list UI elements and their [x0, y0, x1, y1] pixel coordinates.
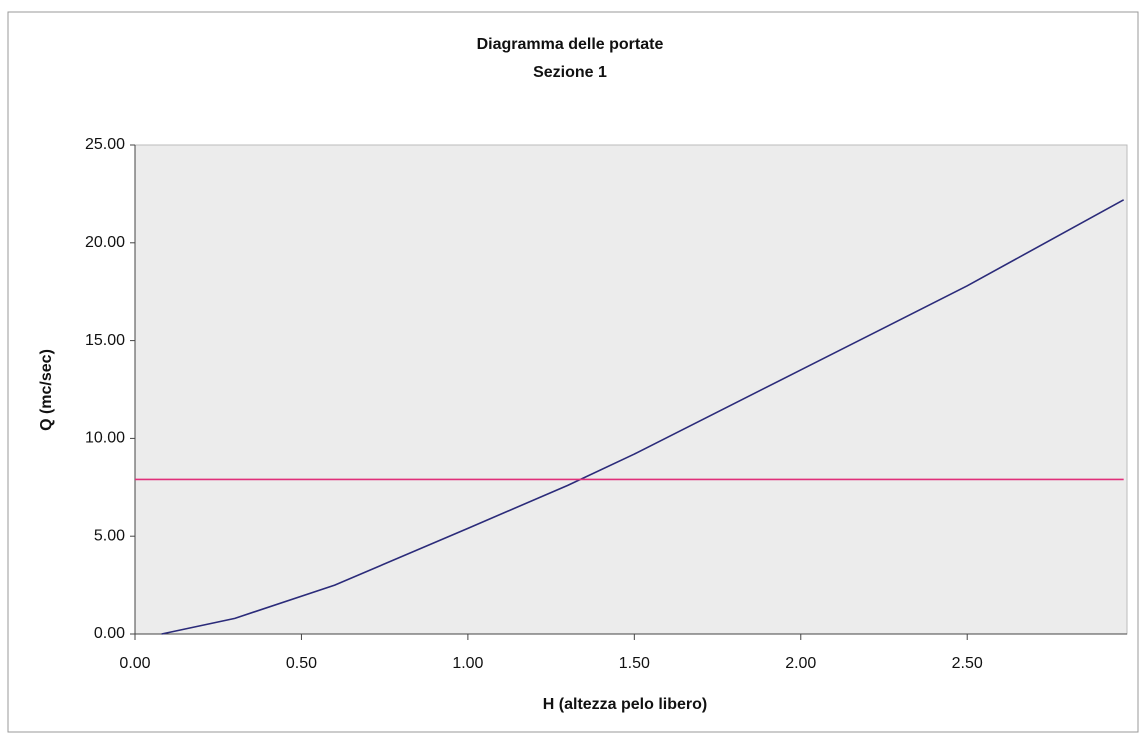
y-axis-title: Q (mc/sec) [38, 349, 55, 431]
x-tick-label: 1.50 [619, 655, 650, 672]
x-axis-title: H (altezza pelo libero) [543, 696, 707, 713]
chart-title: Diagramma delle portate [477, 36, 664, 53]
x-tick-label: 2.50 [952, 655, 983, 672]
y-tick-label: 25.00 [85, 136, 125, 153]
y-tick-label: 15.00 [85, 332, 125, 349]
y-tick-label: 20.00 [85, 234, 125, 251]
x-tick-label: 0.50 [286, 655, 317, 672]
x-tick-label: 1.00 [452, 655, 483, 672]
chart-subtitle: Sezione 1 [533, 64, 607, 81]
y-tick-label: 0.00 [94, 625, 125, 642]
x-tick-label: 2.00 [785, 655, 816, 672]
x-tick-label: 0.00 [119, 655, 150, 672]
y-tick-label: 10.00 [85, 430, 125, 447]
y-tick-label: 5.00 [94, 527, 125, 544]
series-line [161, 199, 1125, 635]
plot-area [134, 144, 1128, 635]
